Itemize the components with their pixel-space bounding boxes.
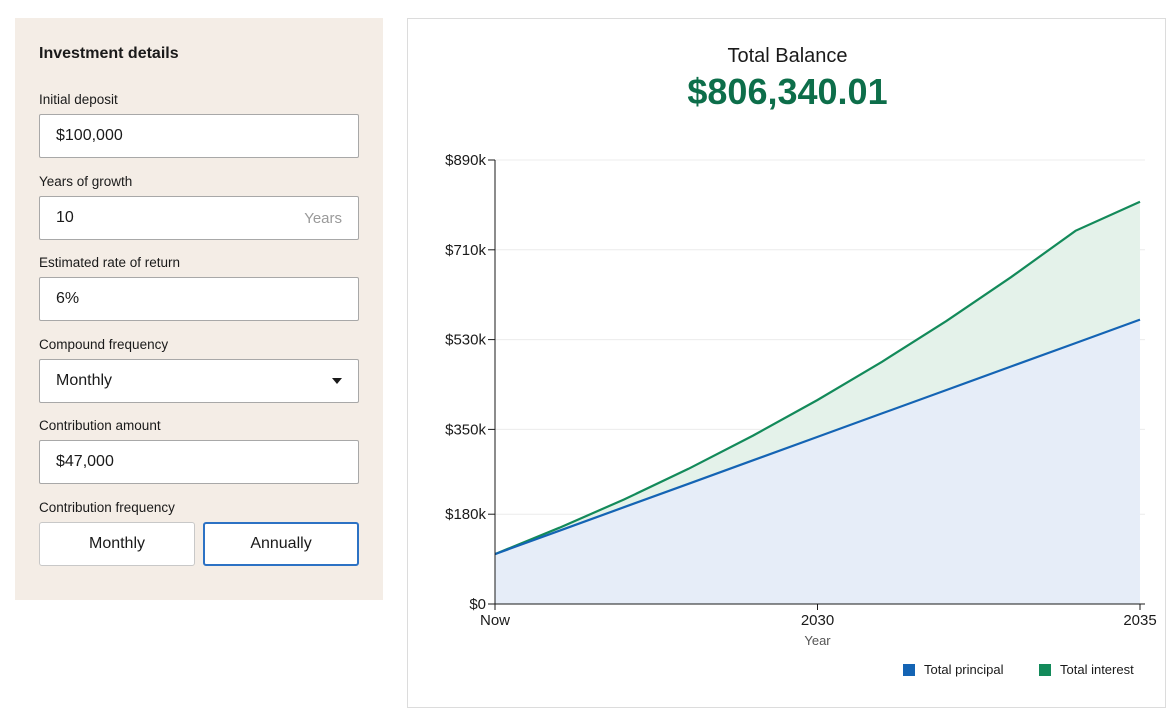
x-tick-label: 2035	[1123, 612, 1156, 629]
principal-area	[495, 319, 1140, 604]
initial-deposit-value: $100,000	[56, 127, 123, 144]
y-tick-label: $710k	[445, 242, 486, 259]
contribution-frequency-annually-button[interactable]: Annually	[203, 522, 359, 566]
growth-chart: $0 $180k $350k $530k $710k $890k Now 2030 2035 Ye…	[445, 152, 1157, 648]
balance-chart-card: Total Balance $806,340.01 $0 $180k $350k $5…	[407, 18, 1166, 708]
rate-of-return-label: Estimated rate of return	[39, 255, 181, 270]
y-tick-label: $530k	[445, 332, 486, 349]
legend-principal: Total principal	[903, 662, 1004, 677]
contribution-amount-label: Contribution amount	[39, 418, 161, 433]
total-interest-line	[494, 200, 1141, 556]
x-axis-label: Year	[804, 633, 831, 648]
chevron-down-icon	[332, 378, 342, 384]
principal-swatch	[903, 663, 915, 676]
total-principal-line	[494, 318, 1141, 556]
y-tick-label: $0	[469, 596, 486, 613]
interest-swatch	[1039, 663, 1051, 676]
years-suffix: Years	[304, 209, 342, 227]
contribution-amount-input[interactable]: $47,000	[39, 440, 359, 484]
compound-frequency-select[interactable]: Monthly	[39, 359, 359, 403]
years-of-growth-label: Years of growth	[39, 174, 133, 189]
years-of-growth-value: 10	[56, 209, 74, 226]
initial-deposit-input[interactable]: $100,000	[39, 114, 359, 158]
x-tick-label: Now	[480, 612, 510, 629]
rate-of-return-input[interactable]: 6%	[39, 277, 359, 321]
y-tick-label: $890k	[445, 152, 486, 169]
interest-area	[495, 201, 1140, 555]
total-balance-value: $806,340.01	[687, 71, 888, 112]
contribution-frequency-label: Contribution frequency	[39, 500, 175, 515]
rate-of-return-value: 6%	[56, 290, 80, 307]
y-tick-label: $180k	[445, 506, 486, 523]
legend-interest: Total interest	[1039, 662, 1134, 677]
compound-frequency-value: Monthly	[56, 372, 113, 389]
compound-frequency-label: Compound frequency	[39, 337, 169, 352]
legend-interest-label: Total interest	[1060, 662, 1134, 677]
investment-form-panel: Investment details Initial deposit $100,…	[15, 18, 383, 600]
y-tick-label: $350k	[445, 421, 486, 438]
form-title: Investment details	[39, 45, 179, 62]
total-balance-label: Total Balance	[727, 45, 848, 67]
years-of-growth-input[interactable]: 10 Years	[39, 196, 359, 240]
contribution-amount-value: $47,000	[56, 453, 114, 470]
contribution-frequency-monthly-button[interactable]: Monthly	[39, 522, 195, 566]
x-tick-label: 2030	[801, 612, 834, 629]
legend-principal-label: Total principal	[924, 662, 1004, 677]
initial-deposit-label: Initial deposit	[39, 92, 118, 107]
